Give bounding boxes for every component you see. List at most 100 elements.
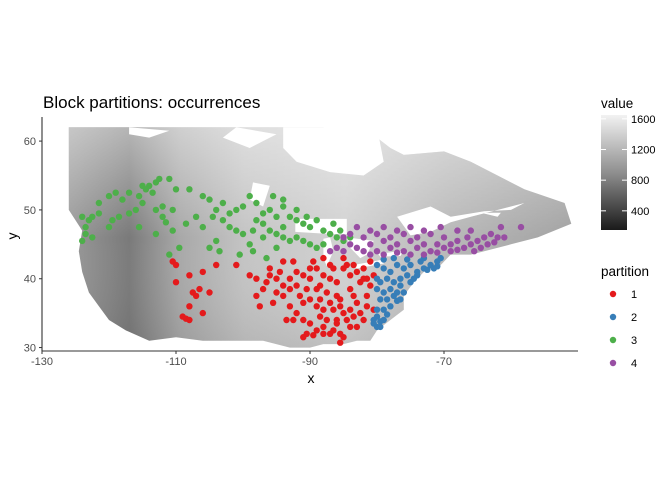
point-partition-3: [139, 182, 146, 189]
point-partition-2: [397, 282, 404, 289]
point-partition-3: [293, 206, 300, 214]
point-partition-1: [266, 265, 273, 272]
point-partition-3: [266, 227, 273, 234]
point-partition-1: [286, 303, 294, 310]
colorbar-tick-label: 800: [631, 175, 649, 187]
point-partition-3: [152, 230, 160, 238]
point-partition-4: [467, 227, 474, 234]
point-partition-2: [380, 316, 387, 324]
point-partition-4: [380, 237, 387, 245]
point-partition-1: [347, 285, 354, 293]
point-partition-4: [420, 241, 428, 248]
point-partition-3: [253, 199, 260, 207]
point-partition-3: [269, 192, 277, 200]
point-partition-1: [350, 313, 357, 320]
point-partition-1: [286, 285, 294, 293]
point-partition-4: [387, 244, 394, 251]
colorbar-tick-label: 400: [631, 206, 649, 218]
partition-legend-key-3: [609, 336, 617, 344]
point-partition-4: [360, 248, 367, 255]
raster-water-1: [283, 127, 384, 176]
point-partition-1: [233, 261, 240, 269]
y-tick-label: 50: [24, 205, 36, 217]
y-tick-label: 60: [24, 136, 36, 148]
point-partition-2: [393, 261, 401, 269]
point-partition-4: [367, 251, 374, 258]
point-partition-3: [166, 251, 173, 258]
point-partition-3: [95, 199, 103, 207]
point-partition-3: [280, 223, 287, 231]
point-partition-4: [373, 248, 381, 255]
point-partition-4: [400, 230, 407, 238]
point-partition-3: [152, 206, 160, 214]
point-partition-3: [109, 217, 116, 224]
point-partition-4: [427, 230, 434, 238]
point-partition-1: [310, 332, 317, 339]
point-partition-1: [306, 296, 314, 303]
point-partition-3: [176, 244, 183, 251]
point-partition-1: [320, 306, 327, 313]
partition-legend-label-1: 1: [631, 289, 637, 301]
point-partition-3: [219, 217, 227, 224]
point-partition-2: [404, 272, 411, 279]
point-partition-2: [383, 296, 391, 303]
point-partition-1: [213, 261, 220, 269]
point-partition-1: [273, 289, 280, 296]
raster-water-11: [480, 212, 501, 217]
point-partition-3: [330, 220, 337, 227]
point-partition-3: [236, 251, 243, 258]
x-tick-label: -110: [165, 356, 186, 368]
point-partition-2: [390, 279, 397, 286]
colorbar-tick-label: 1200: [631, 145, 655, 157]
point-partition-3: [199, 223, 206, 231]
point-partition-3: [263, 254, 270, 262]
point-partition-1: [313, 327, 320, 334]
point-partition-4: [440, 244, 448, 251]
point-partition-2: [424, 266, 431, 273]
point-partition-3: [112, 189, 119, 196]
point-partition-3: [293, 234, 300, 241]
point-partition-1: [320, 272, 327, 279]
point-partition-3: [82, 223, 89, 231]
point-partition-3: [206, 244, 213, 251]
point-partition-1: [303, 285, 310, 293]
point-partition-4: [454, 246, 461, 253]
point-partition-1: [350, 292, 357, 300]
point-partition-2: [380, 265, 387, 272]
value-colorbar: [601, 115, 627, 230]
point-partition-1: [333, 292, 340, 300]
point-partition-1: [323, 289, 330, 296]
point-partition-4: [440, 234, 448, 241]
point-partition-3: [135, 192, 143, 200]
partition-legend: partition 1 2 3 4: [601, 264, 649, 370]
point-partition-3: [293, 217, 300, 224]
point-partition-3: [306, 223, 314, 231]
point-partition-2: [377, 323, 384, 331]
point-partition-3: [300, 220, 307, 227]
point-partition-1: [363, 292, 371, 300]
point-partition-4: [360, 234, 367, 241]
point-partition-1: [316, 296, 324, 303]
point-partition-4: [501, 234, 508, 241]
point-partition-1: [337, 303, 344, 310]
point-partition-4: [420, 227, 428, 234]
point-partition-1: [296, 292, 304, 300]
point-partition-2: [380, 289, 387, 296]
point-partition-2: [373, 275, 381, 282]
value-colorbar-legend: value 400 800 1200 1600: [601, 96, 655, 230]
point-partition-3: [246, 192, 253, 200]
point-partition-3: [273, 230, 280, 238]
point-partition-1: [316, 282, 324, 289]
raster-water-8: [129, 127, 170, 138]
point-partition-3: [306, 241, 314, 248]
point-partition-1: [196, 285, 203, 293]
point-partition-4: [434, 249, 441, 256]
point-partition-4: [407, 251, 414, 258]
point-partition-1: [306, 265, 314, 272]
point-partition-2: [434, 263, 441, 270]
point-partition-3: [139, 199, 146, 207]
point-partition-1: [337, 339, 344, 346]
point-partition-4: [414, 234, 421, 241]
point-partition-4: [347, 230, 354, 238]
point-partition-1: [320, 254, 327, 262]
